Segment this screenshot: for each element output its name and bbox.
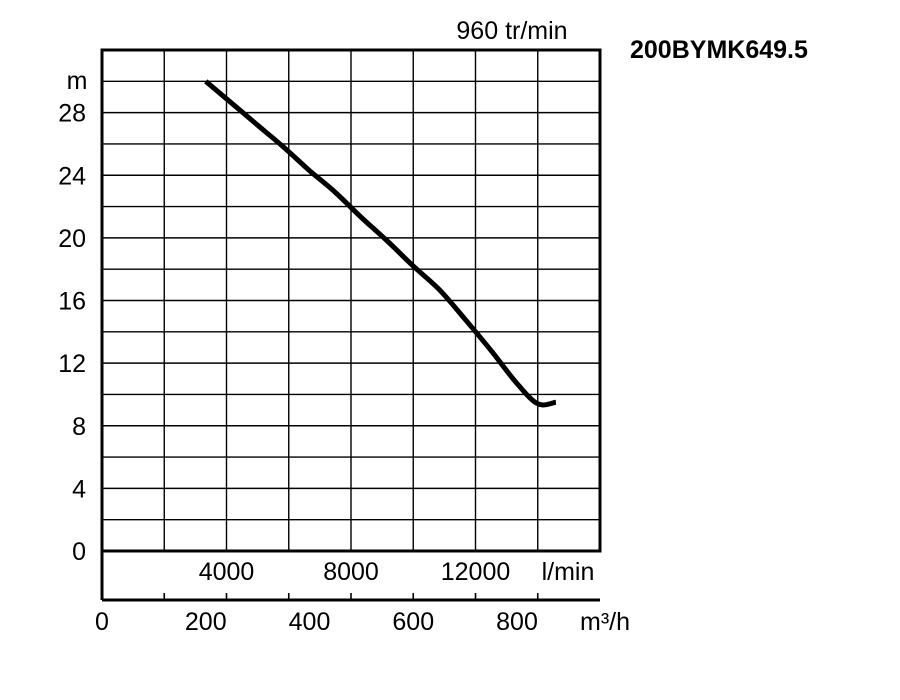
label-layer: 960 tr/min m m³/h l/min 0 4 8 12 16 20 24 28 0 20… [58,17,630,636]
y-tick-label: 4 [72,475,86,503]
pump-head-curve [204,79,557,408]
y-tick-label: 12 [58,350,86,378]
secondary-x-tick-label: 4000 [199,558,255,586]
x-tick-label: 400 [289,608,331,636]
x-tick-label: 600 [392,608,434,636]
y-tick-label: 28 [58,100,86,128]
x-tick-label: 800 [496,608,538,636]
secondary-x-tick-label: 12000 [441,558,511,586]
secondary-x-tick-label: 8000 [323,558,379,586]
y-tick-label: 20 [58,225,86,253]
plot-frame [100,48,602,553]
x-tick-label: 200 [185,608,227,636]
curve-layer [204,79,557,408]
y-tick-label: 16 [58,288,86,316]
y-tick-label: 8 [72,413,86,441]
model-title: 200BYMK649.5 [630,36,808,64]
y-tick-label: 24 [58,162,86,190]
grid [102,50,600,551]
secondary-x-axis-label: l/min [542,558,595,586]
lower-axis-box [100,551,600,602]
y-tick-label: 0 [72,538,86,566]
x-tick-label: 0 [95,608,109,636]
y-axis-label: m [67,67,88,95]
chart-title: 960 tr/min [456,17,567,45]
x-axis-label: m³/h [580,608,630,636]
